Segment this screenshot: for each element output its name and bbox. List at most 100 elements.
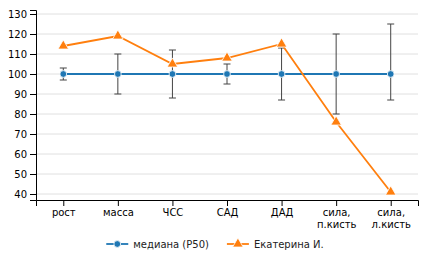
error-bar xyxy=(278,48,285,100)
y-tick-label: 130 xyxy=(8,9,27,20)
x-tick-label: сила,л.кисть xyxy=(372,207,411,230)
error-bar xyxy=(333,34,340,114)
marker xyxy=(167,58,178,67)
x-tick: сила,л.кисть xyxy=(372,200,411,230)
legend-item: Екатерина И. xyxy=(227,238,324,250)
y-tick: 40 xyxy=(14,189,36,200)
y-tick-mark xyxy=(30,94,36,95)
error-bar xyxy=(224,64,231,84)
x-tick-label: САД xyxy=(217,207,239,218)
x-tick-mark xyxy=(282,200,283,206)
legend: медиана (Р50) Екатерина И. xyxy=(106,238,323,250)
marker xyxy=(224,71,231,78)
y-tick-mark xyxy=(30,174,36,175)
y-tick-mark xyxy=(30,114,36,115)
error-bar xyxy=(60,68,67,80)
x-tick-label: ЧСС xyxy=(163,207,184,218)
marker xyxy=(58,40,69,49)
y-axis: 40 50 60 70 80 90 100 110 120 130 xyxy=(8,9,37,201)
error-bar xyxy=(387,24,394,100)
x-tick: рост xyxy=(52,200,76,218)
marker xyxy=(113,30,124,39)
legend-label: медиана (Р50) xyxy=(133,239,209,250)
x-tick-label: сила,п.кисть xyxy=(317,207,357,230)
marker xyxy=(276,38,287,47)
series-line xyxy=(63,36,390,192)
x-tick-mark xyxy=(391,200,392,206)
y-tick: 50 xyxy=(14,169,36,180)
legend-label: Екатерина И. xyxy=(254,239,324,250)
y-tick: 70 xyxy=(14,129,36,140)
y-tick: 100 xyxy=(8,69,36,80)
y-tick: 130 xyxy=(8,9,36,20)
grid xyxy=(36,14,418,194)
x-tick-mark xyxy=(227,200,228,206)
x-tick-label-line: ЧСС xyxy=(163,207,184,218)
y-tick-mark xyxy=(30,34,36,35)
y-tick-label: 90 xyxy=(14,89,27,100)
x-tick-label-line: п.кисть xyxy=(317,219,357,230)
y-tick-mark xyxy=(30,154,36,155)
marker xyxy=(222,52,233,61)
y-tick: 60 xyxy=(14,149,36,160)
grid-line xyxy=(36,94,418,95)
y-tick-label: 80 xyxy=(14,109,27,120)
y-tick: 90 xyxy=(14,89,36,100)
x-tick-mark xyxy=(118,200,119,206)
legend-marker xyxy=(233,238,244,247)
marker xyxy=(331,116,342,125)
y-tick-mark xyxy=(30,54,36,55)
y-tick-label: 70 xyxy=(14,129,27,140)
x-tick-mark xyxy=(172,200,173,206)
grid-line xyxy=(36,14,418,15)
x-tick: ЧСС xyxy=(163,200,184,218)
x-axis: ростмассаЧСССАДДАДсила,п.кистьсила,л.кис… xyxy=(37,200,419,230)
chart: 40 50 60 70 80 90 100 110 120 130 рост масса ЧСС САД Д… xyxy=(0,0,430,254)
y-tick-mark xyxy=(30,74,36,75)
x-tick: масса xyxy=(103,200,134,218)
x-tick-label: рост xyxy=(52,207,76,218)
plot: 40 50 60 70 80 90 100 110 120 130 рост масса ЧСС САД Д… xyxy=(8,9,419,230)
x-tick-label: ДАД xyxy=(271,207,294,218)
x-tick: САД xyxy=(217,200,239,218)
x-tick-label: масса xyxy=(103,207,134,218)
y-tick: 120 xyxy=(8,29,36,40)
grid-line xyxy=(36,34,418,35)
x-tick-label-line: л.кисть xyxy=(372,219,411,230)
y-tick-label: 60 xyxy=(14,149,27,160)
x-tick-label-line: сила, xyxy=(323,207,351,218)
grid-line xyxy=(36,174,418,175)
grid-line xyxy=(36,114,418,115)
x-tick-mark xyxy=(63,200,64,206)
y-axis-line xyxy=(30,11,37,201)
y-tick-mark xyxy=(30,14,36,15)
marker xyxy=(60,71,67,78)
x-tick-label-line: рост xyxy=(52,207,76,218)
y-tick: 80 xyxy=(14,109,36,120)
grid-line xyxy=(36,134,418,135)
y-tick-label: 100 xyxy=(8,69,27,80)
marker xyxy=(278,71,285,78)
x-tick-mark xyxy=(336,200,337,206)
marker xyxy=(114,71,121,78)
y-tick-mark xyxy=(30,194,36,195)
y-tick: 110 xyxy=(8,49,36,60)
y-tick-label: 50 xyxy=(14,169,27,180)
marker xyxy=(169,71,176,78)
y-tick-label: 120 xyxy=(8,29,27,40)
data xyxy=(58,24,396,195)
x-tick-label-line: ДАД xyxy=(271,207,294,218)
x-tick-label-line: САД xyxy=(217,207,239,218)
x-axis-line xyxy=(37,201,419,207)
grid-line xyxy=(36,194,418,195)
y-tick-label: 110 xyxy=(8,49,27,60)
x-tick: ДАД xyxy=(271,200,294,218)
x-tick-label-line: масса xyxy=(103,207,134,218)
x-tick-label-line: сила, xyxy=(377,207,405,218)
y-tick-mark xyxy=(30,134,36,135)
legend-marker xyxy=(114,241,121,248)
error-bar xyxy=(114,54,121,94)
legend-item: медиана (Р50) xyxy=(106,239,209,250)
marker xyxy=(333,71,340,78)
marker xyxy=(385,186,396,195)
